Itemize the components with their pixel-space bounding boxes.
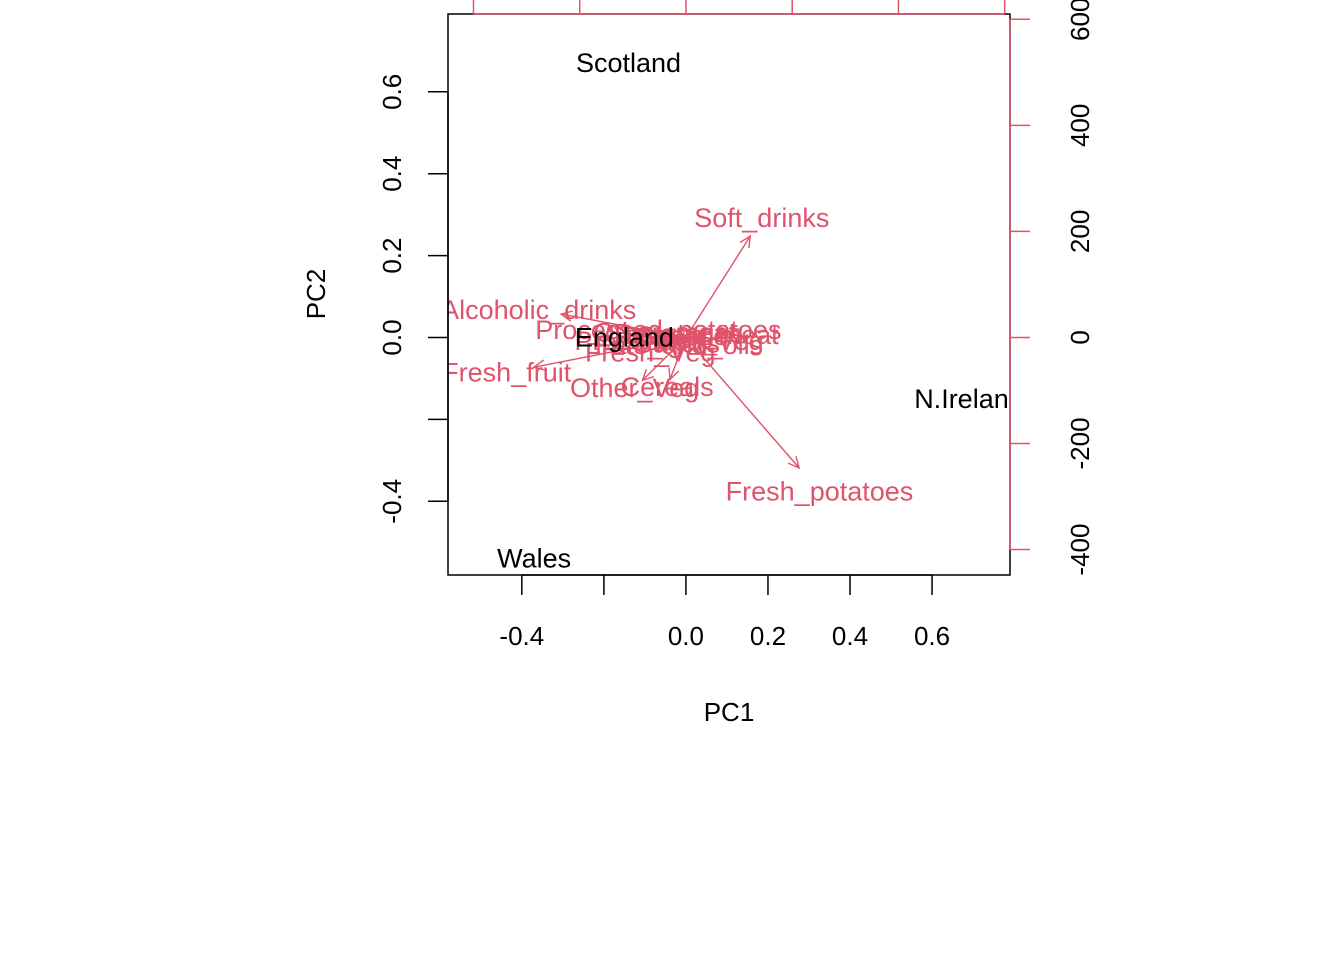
y-axis-label: PC2 bbox=[301, 269, 331, 320]
variable-label: Sugars bbox=[634, 329, 720, 359]
x-tick-label: 0.2 bbox=[750, 621, 786, 651]
loading-arrowhead bbox=[532, 359, 546, 371]
right-tick-label: 0 bbox=[1065, 330, 1095, 344]
x-axis-label: PC1 bbox=[704, 697, 755, 727]
loading-arrow bbox=[669, 337, 687, 380]
loading-arrowhead bbox=[641, 368, 654, 382]
loading-arrowhead bbox=[661, 328, 675, 340]
variable-label: Cereals bbox=[621, 372, 714, 402]
loading-arrow bbox=[533, 336, 687, 368]
observation-label: Scotland bbox=[576, 48, 681, 78]
x-tick-label: 0.6 bbox=[914, 621, 950, 651]
x-tick-label: 0.0 bbox=[668, 621, 704, 651]
y-tick-label: -0.4 bbox=[377, 479, 407, 524]
variable-label: Beverages bbox=[614, 319, 743, 349]
observation-label: England bbox=[575, 322, 674, 352]
loading-arrowhead bbox=[654, 340, 668, 352]
variable-loadings-layer: CheeseCarcass_meatOther_meatFishFats_and… bbox=[441, 203, 914, 506]
observations-layer: England Wales Scotland N.Ireland bbox=[497, 48, 1024, 574]
right-tick-label: -200 bbox=[1065, 417, 1095, 469]
x-tick-label: -0.4 bbox=[499, 621, 544, 651]
variable-label: Fresh_potatoes bbox=[726, 476, 914, 506]
right-tick-label: 400 bbox=[1065, 104, 1095, 147]
loading-arrow bbox=[685, 337, 800, 469]
variable-label: Alcoholic_drinks bbox=[441, 295, 636, 325]
x-tick-label: 0.4 bbox=[832, 621, 868, 651]
loading-arrow bbox=[641, 336, 687, 381]
loading-arrowhead bbox=[559, 310, 573, 322]
observation-label: Wales bbox=[497, 544, 571, 574]
loading-arrowhead bbox=[787, 456, 801, 470]
y-tick-label: 0.2 bbox=[377, 238, 407, 274]
right-tick-label: 600 bbox=[1065, 0, 1095, 41]
y-tick-label: 0.6 bbox=[377, 74, 407, 110]
variable-label: Other_Veg bbox=[570, 373, 699, 403]
right-tick-label: 200 bbox=[1065, 210, 1095, 253]
y-tick-label: 0.0 bbox=[377, 319, 407, 355]
variable-label: Processed_potatoes bbox=[535, 315, 781, 345]
loading-arrow bbox=[561, 313, 687, 339]
loading-arrow bbox=[685, 235, 751, 338]
variable-label: Fresh_fruit bbox=[442, 357, 572, 387]
observation-label: N.Ireland bbox=[914, 384, 1024, 414]
loading-arrowhead bbox=[668, 367, 680, 381]
variable-label: Soft_drinks bbox=[694, 203, 829, 233]
y-tick-label: 0.4 bbox=[377, 156, 407, 192]
axes-layer: -0.4 0.0 0.2 0.4 0.6 -0.4 0.0 0.2 0.4 0.6 -400 -200… bbox=[377, 0, 1095, 651]
loading-arrowhead bbox=[739, 234, 752, 249]
right-tick-label: -400 bbox=[1065, 524, 1095, 576]
loading-arrow bbox=[655, 336, 687, 351]
